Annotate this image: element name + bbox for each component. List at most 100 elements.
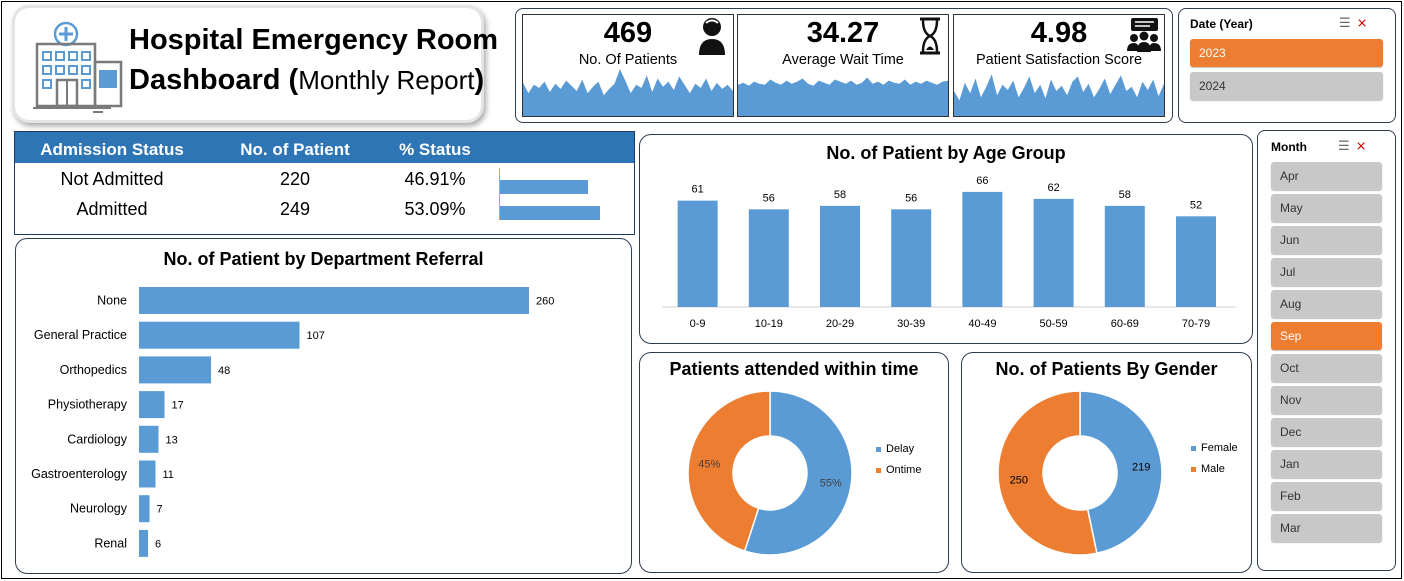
header-pct-status: % Status [399,140,471,159]
slicer-item-feb[interactable]: Feb [1271,482,1382,510]
title-end: ) [474,64,485,96]
bar [1104,205,1145,307]
slicer-item-aug[interactable]: Aug [1271,290,1382,318]
slicer-item-jun[interactable]: Jun [1271,226,1382,254]
admission-databar [500,206,600,220]
data-label: 56 [905,192,917,204]
kpi-value: 469 [603,17,653,49]
donut-slice [1079,390,1163,555]
admission-databar [500,180,589,194]
bar [820,205,860,307]
data-label: 260 [536,296,554,308]
bar [139,321,300,349]
bar [891,209,932,307]
category-label: Cardiology [67,432,128,446]
header-admission-status: Admission Status [40,140,184,159]
slicer-title: Date (Year) [1190,17,1253,31]
kpi-card-satisfaction: 4.98 Patient Satisfaction Score [953,14,1165,117]
slicer-tools: ☰⨯ [1338,138,1373,154]
chart-title: Patients attended within time [669,359,919,379]
bar [748,209,789,307]
legend-item-female: Female [1191,438,1238,459]
category-label: 10-19 [755,318,783,330]
admission-count: 249 [279,199,311,219]
category-label: Orthopedics [60,363,127,377]
title-line-1: Hospital Emergency Room [129,24,499,56]
month-slicer: Month ☰⨯ Apr May Jun Jul Aug Sep Oct Nov Dec Jan F… [1257,130,1396,571]
donut-slice [743,390,853,556]
slicer-item-2023[interactable]: 2023 [1190,39,1383,67]
sparkline-area [954,74,1164,116]
admission-row: Not Admitted 220 46.91% [15,164,634,194]
admission-count: 220 [279,169,311,189]
time-legend: Delay Ontime [876,439,921,481]
legend-item-male: Male [1191,459,1238,480]
category-label: 0-9 [690,318,706,330]
slice-label: 250 [1010,474,1028,486]
data-label: 107 [307,330,325,342]
admission-status: Admitted [76,199,148,219]
clear-filter-icon[interactable]: ⨯ [1356,15,1374,30]
age-chart-svg: 61 0-9 56 10-19 58 20-29 56 30-39 66 40-49 62 50-59… [662,175,1236,330]
category-label: Neurology [70,502,128,516]
gender-donut-svg: 219 250 [997,390,1163,556]
chart-title: No. of Patient by Department Referral [163,249,484,269]
slice-label: 45% [698,458,720,470]
data-label: 48 [218,365,230,377]
hospital-icon [33,21,123,113]
slicer-item-nov[interactable]: Nov [1271,386,1382,414]
sparkline-area [523,69,733,116]
category-label: 20-29 [826,318,854,330]
sparkline-area [738,77,948,116]
data-label: 52 [1190,199,1202,211]
kpi-label: Patient Satisfaction Score [975,52,1143,68]
bar [139,391,165,419]
slicer-item-apr[interactable]: Apr [1271,162,1382,190]
bar [1033,198,1074,307]
donut-slice [687,390,771,552]
kpi-card-patients: 469 No. Of Patients [522,14,734,117]
kpi-sparkline [738,77,948,116]
multi-select-icon[interactable]: ☰ [1339,15,1357,30]
patient-icon [699,18,725,55]
slicer-item-dec[interactable]: Dec [1271,418,1382,446]
slicer-tools: ☰⨯ [1339,15,1374,31]
department-referral-chart: No. of Patient by Department Referral No… [15,238,632,574]
gender-legend: Female Male [1191,438,1238,480]
slicer-item-may[interactable]: May [1271,194,1382,222]
chart-title: No. of Patient by Age Group [826,143,1066,163]
kpi-label: No. Of Patients [578,52,678,68]
header-no-of-patient: No. of Patient [240,140,350,159]
admission-status: Not Admitted [60,169,164,189]
admission-row: Admitted 249 53.09% [15,194,634,224]
slicer-item-mar[interactable]: Mar [1271,514,1382,542]
slicer-item-jan[interactable]: Jan [1271,450,1382,478]
data-label: 66 [976,175,988,187]
admission-pct: 53.09% [404,199,466,219]
admission-header: Admission Status No. of Patient % Status [15,132,634,163]
category-label: Renal [94,536,127,550]
kpi-sparkline [523,69,733,116]
multi-select-icon[interactable]: ☰ [1338,138,1356,153]
data-label: 11 [163,469,174,481]
title-line-2: Dashboard (Monthly Report) [129,60,498,100]
category-label: General Practice [34,328,127,342]
data-label: 61 [691,184,703,196]
kpi-sparkline [954,74,1164,116]
category-label: Physiotherapy [48,398,128,412]
kpi-value: 34.27 [806,17,880,49]
category-label: 50-59 [1040,318,1068,330]
data-label: 7 [157,504,163,516]
clear-filter-icon[interactable]: ⨯ [1355,138,1373,153]
slicer-item-sep[interactable]: Sep [1271,322,1382,350]
admission-table: Admission Status No. of Patient % Status… [14,131,635,235]
slicer-item-jul[interactable]: Jul [1271,258,1382,286]
category-label: 30-39 [897,318,925,330]
slice-label: 55% [820,478,842,490]
bar [139,356,211,384]
slicer-item-oct[interactable]: Oct [1271,354,1382,382]
slicer-item-2024[interactable]: 2024 [1190,72,1383,100]
feedback-icon [1127,18,1161,52]
category-label: None [97,294,127,308]
bar [677,200,718,307]
